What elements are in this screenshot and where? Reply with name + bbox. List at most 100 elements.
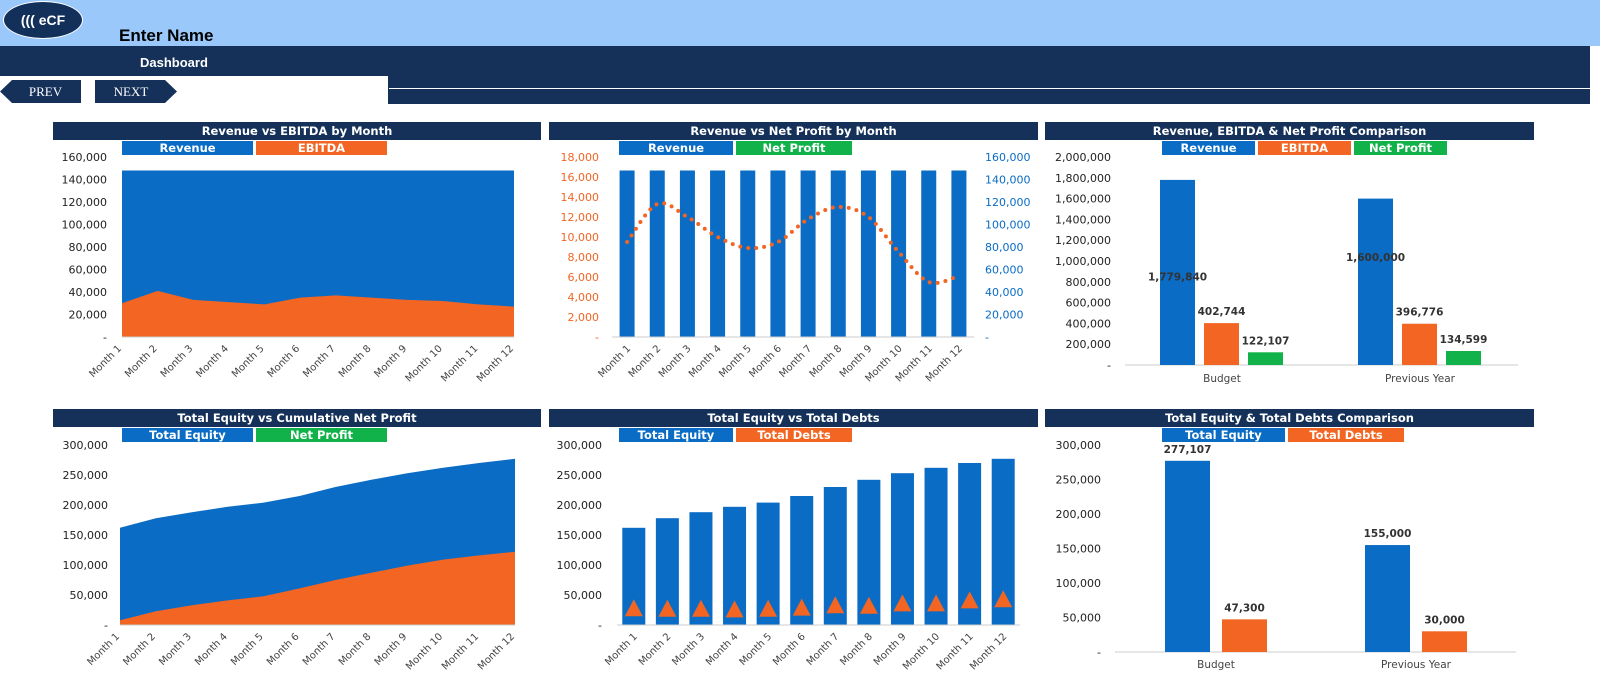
x-category-label: Previous Year xyxy=(1381,659,1452,671)
y-tick-label: 300,000 xyxy=(63,439,109,452)
x-tick-label: Month 7 xyxy=(778,343,815,380)
page-title: Dashboard xyxy=(140,55,208,70)
debt-marker xyxy=(658,599,677,617)
y-tick-label: 120,000 xyxy=(985,196,1031,209)
x-tick-label: Month 12 xyxy=(475,343,516,384)
legend-swatch xyxy=(619,428,733,442)
revenue-bar xyxy=(891,170,907,337)
x-tick-label: Month 3 xyxy=(657,343,694,380)
y-tick-label: - xyxy=(1107,359,1111,372)
data-label: 1,779,840 xyxy=(1148,271,1207,283)
data-label: 396,776 xyxy=(1396,307,1444,319)
debt-marker xyxy=(691,599,710,617)
x-tick-label: Month 8 xyxy=(337,343,374,380)
x-tick-label: Month 12 xyxy=(476,631,517,672)
y-tick-label: 20,000 xyxy=(69,309,108,322)
x-tick-label: Month 10 xyxy=(404,631,445,672)
x-tick-label: Month 5 xyxy=(717,343,754,380)
area-net-profit xyxy=(120,551,515,625)
data-label: 155,000 xyxy=(1364,528,1412,540)
net-profit-line xyxy=(625,201,961,285)
x-tick-label: Month 8 xyxy=(808,343,845,380)
y-tick-label: 12,000 xyxy=(561,211,600,224)
y-tick-label: 1,400,000 xyxy=(1055,213,1111,226)
company-name[interactable]: Enter Name xyxy=(119,26,214,45)
x-tick-label: Month 10 xyxy=(864,343,905,384)
x-tick-label: Month 4 xyxy=(704,631,741,668)
equity-bar xyxy=(924,467,948,625)
y-tick-label: 16,000 xyxy=(561,171,600,184)
debt-marker xyxy=(624,599,643,617)
prev-button[interactable]: PREV xyxy=(0,80,81,103)
y-tick-label: 50,000 xyxy=(564,589,603,602)
area-total-equity xyxy=(120,458,515,625)
equity-bar xyxy=(723,506,747,625)
area-ebitda xyxy=(122,290,514,337)
x-tick-label: Month 1 xyxy=(603,631,640,668)
y-tick-label: 100,000 xyxy=(63,559,109,572)
area-revenue xyxy=(122,170,514,337)
x-category-label: Previous Year xyxy=(1385,373,1456,385)
y-tick-label: - xyxy=(103,331,107,344)
y-tick-label: - xyxy=(1097,646,1101,659)
right-gap xyxy=(1590,46,1600,104)
y-tick-label: - xyxy=(595,331,599,344)
legend-label: EBITDA xyxy=(1281,141,1328,155)
chart-title: Total Equity & Total Debts Comparison xyxy=(1045,409,1534,427)
y-tick-label: 200,000 xyxy=(1056,508,1102,521)
chart-title: Revenue, EBITDA & Net Profit Comparison xyxy=(1045,122,1534,140)
equity-bar xyxy=(790,496,814,625)
y-tick-label: 300,000 xyxy=(1056,439,1102,452)
data-label: 47,300 xyxy=(1224,602,1265,614)
y-tick-label: 250,000 xyxy=(557,469,603,482)
total-debts-bar xyxy=(1422,631,1467,652)
legend-label: Revenue xyxy=(648,141,704,155)
y-tick-label: 250,000 xyxy=(63,469,109,482)
x-tick-label: Month 1 xyxy=(85,631,122,668)
ebitda-bar xyxy=(1402,323,1437,365)
legend-label: Net Profit xyxy=(290,428,353,442)
debt-marker xyxy=(927,594,946,612)
net-profit-bar xyxy=(1446,351,1481,365)
debt-marker xyxy=(859,596,878,614)
legend-swatch xyxy=(1288,428,1404,442)
x-tick-label: Month 11 xyxy=(894,343,935,384)
x-tick-label: Month 4 xyxy=(194,343,231,380)
x-tick-label: Month 2 xyxy=(121,631,158,668)
x-tick-label: Month 4 xyxy=(193,631,230,668)
y-tick-label: 2,000 xyxy=(568,311,600,324)
y-tick-label: - xyxy=(104,619,108,632)
y-tick-label: 200,000 xyxy=(557,499,603,512)
y-tick-label: 120,000 xyxy=(62,196,108,209)
y-tick-label: 100,000 xyxy=(985,219,1031,232)
y-tick-label: - xyxy=(598,619,602,632)
legend-label: Net Profit xyxy=(1369,141,1432,155)
legend-swatch xyxy=(256,428,387,442)
equity-bar xyxy=(991,458,1015,625)
equity-bar xyxy=(958,463,982,625)
net-profit-bar xyxy=(1248,352,1283,365)
debt-marker xyxy=(994,590,1013,608)
x-tick-label: Month 10 xyxy=(404,343,445,384)
y-tick-label: 800,000 xyxy=(1066,276,1112,289)
equity-bar xyxy=(890,473,914,625)
y-tick-label: 140,000 xyxy=(62,174,108,187)
legend-swatch xyxy=(256,141,387,155)
y-tick-label: 1,600,000 xyxy=(1055,193,1111,206)
y-tick-label: 80,000 xyxy=(69,241,108,254)
next-button[interactable]: NEXT xyxy=(95,80,177,103)
y-tick-label: 18,000 xyxy=(561,151,600,164)
x-tick-label: Month 5 xyxy=(738,631,775,668)
y-tick-label: 2,000,000 xyxy=(1055,151,1111,164)
y-tick-label: 150,000 xyxy=(1056,543,1102,556)
revenue-bar xyxy=(679,170,695,337)
debt-marker xyxy=(960,591,979,609)
legend-swatch xyxy=(122,428,253,442)
legend-swatch xyxy=(1162,428,1285,442)
equity-bar xyxy=(622,527,646,625)
debt-marker xyxy=(759,599,778,617)
y-tick-label: 40,000 xyxy=(69,286,108,299)
y-tick-label: 60,000 xyxy=(69,264,108,277)
legend-label: Total Debts xyxy=(757,428,830,442)
data-label: 134,599 xyxy=(1440,334,1488,346)
